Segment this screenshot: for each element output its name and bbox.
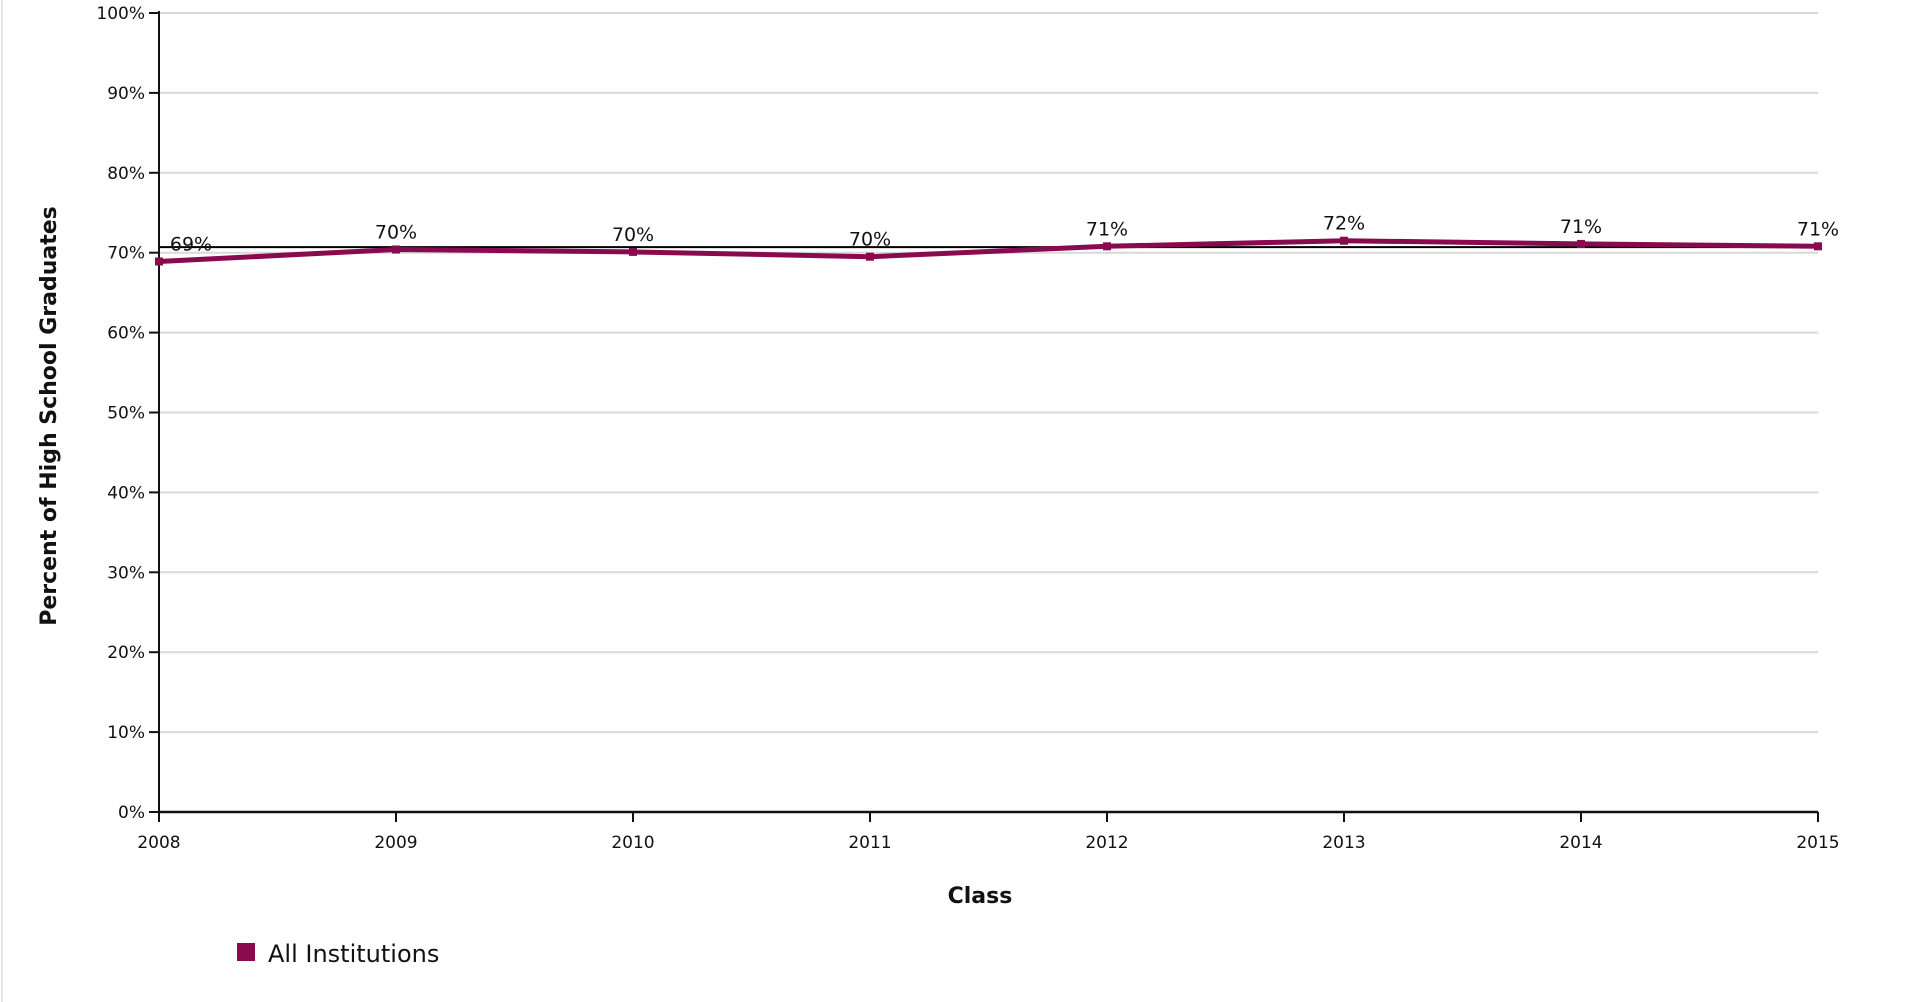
legend-swatch <box>237 943 255 961</box>
legend-label: All Institutions <box>268 940 439 968</box>
x-tick-label: 2011 <box>848 833 891 853</box>
data-label: 69% <box>170 233 212 255</box>
x-tick-label: 2010 <box>611 833 654 853</box>
y-tick-label: 10% <box>107 723 145 743</box>
series-line <box>158 238 1819 264</box>
x-tick-label: 2009 <box>374 833 417 853</box>
data-point <box>155 257 163 266</box>
data-label: 70% <box>849 229 891 251</box>
x-tick-label: 2014 <box>1559 833 1602 853</box>
gridlines <box>159 12 1818 734</box>
data-label: 70% <box>612 224 654 246</box>
y-tick-label: 100% <box>96 4 145 24</box>
data-point <box>1814 242 1822 251</box>
data-point <box>629 247 637 256</box>
series-group <box>155 236 1822 266</box>
data-label: 71% <box>1560 216 1602 238</box>
y-tick-label: 20% <box>107 643 145 663</box>
data-point <box>1577 239 1585 248</box>
data-point <box>866 252 874 261</box>
data-label: 71% <box>1086 218 1128 240</box>
data-point <box>1340 236 1348 245</box>
axes <box>158 11 1818 814</box>
y-tick-label: 60% <box>107 324 145 344</box>
data-point <box>392 245 400 254</box>
y-tick-label: 90% <box>107 84 145 104</box>
y-tick-label: 40% <box>107 483 145 503</box>
data-point <box>1103 242 1111 251</box>
data-label: 71% <box>1797 218 1839 240</box>
y-tick-label: 30% <box>107 563 145 583</box>
x-tick-label: 2012 <box>1085 833 1128 853</box>
x-axis-title: Class <box>948 884 1013 909</box>
y-tick-label: 0% <box>118 803 145 823</box>
x-tick-label: 2015 <box>1796 833 1839 853</box>
y-tick-label: 70% <box>107 244 145 264</box>
data-label: 70% <box>375 222 417 244</box>
legend: All Institutions <box>237 940 439 968</box>
y-tick-label: 50% <box>107 404 145 424</box>
x-tick-label: 2013 <box>1322 833 1365 853</box>
y-tick-label: 80% <box>107 164 145 184</box>
data-labels: 69% 70% 70% 70% 71% 72% 71% 71% <box>170 213 1839 256</box>
y-axis-ticks: 0% 10% 20% 30% 40% 50% 60% 70% 80% 90% 100% <box>96 4 159 823</box>
x-axis-ticks: 2008 2009 2010 2011 2012 2013 2014 2015 <box>137 812 1840 853</box>
y-axis-title: Percent of High School Graduates <box>37 206 62 626</box>
data-label: 72% <box>1323 213 1365 235</box>
x-tick-label: 2008 <box>137 833 180 853</box>
